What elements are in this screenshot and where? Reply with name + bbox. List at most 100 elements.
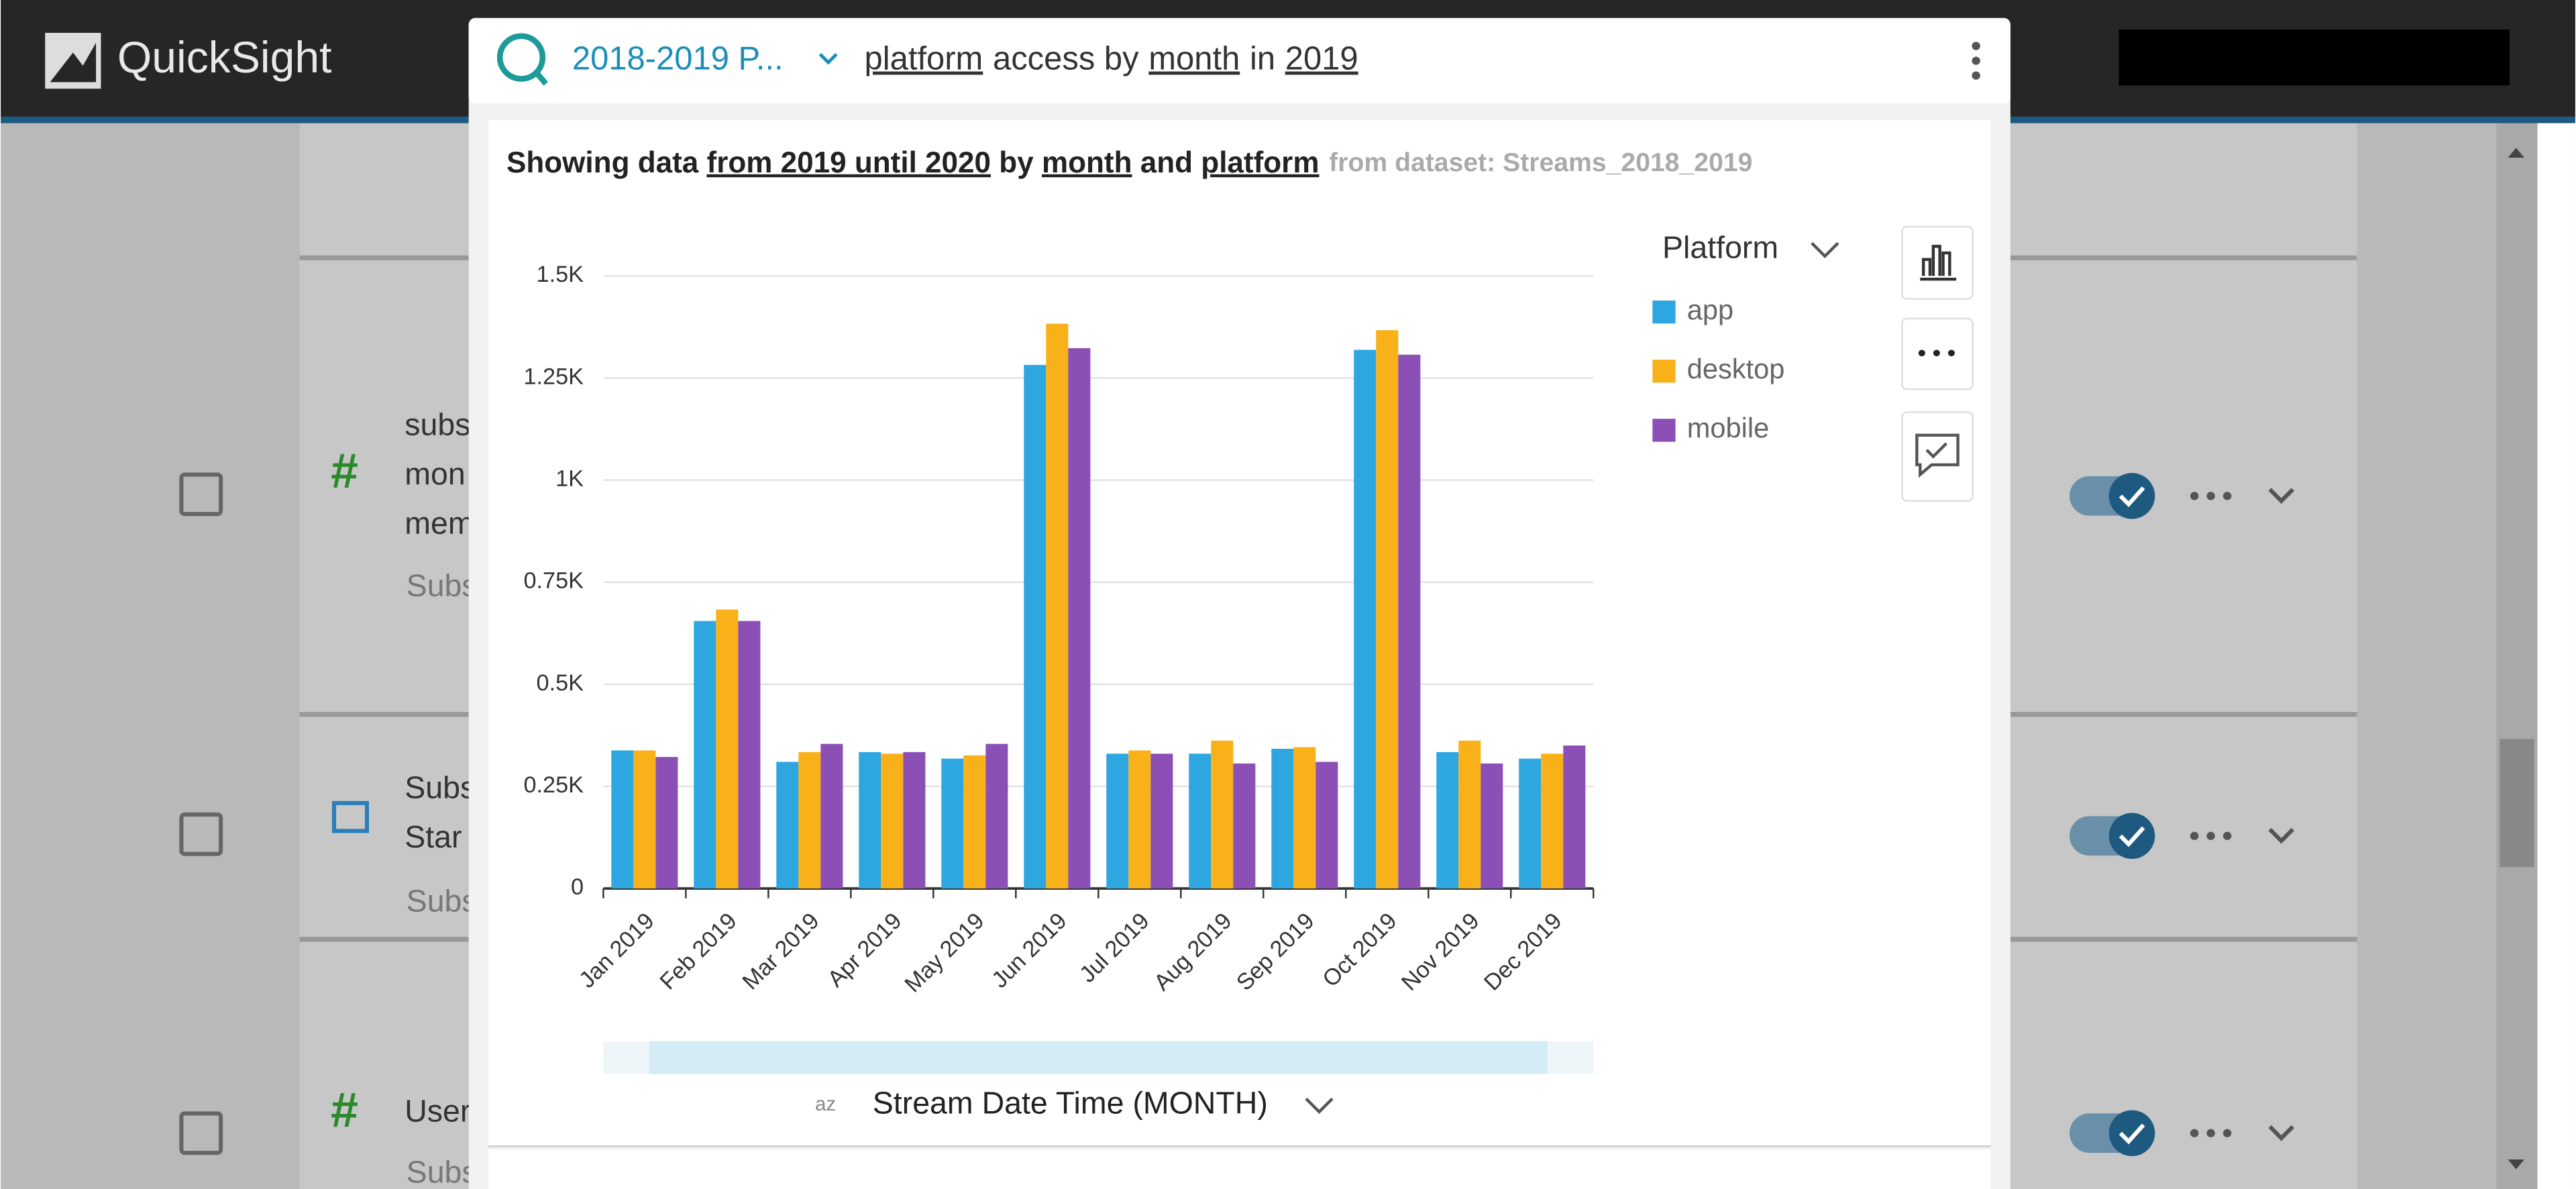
bar [903,752,926,889]
bar [963,755,986,889]
dataset: from dataset: Streams_2018_2019 [1329,148,1752,177]
y-tick-label: 1.25K [524,364,584,389]
row-actions [2070,472,2295,1157]
bar [776,762,799,889]
bar [941,758,964,889]
modal-header [468,17,2010,104]
logo-mark [50,42,97,83]
description-part[interactable]: platform [1201,146,1319,178]
row-subtext: Subs [407,1154,478,1189]
y-tick-label: 1K [555,466,584,492]
number-icon: # [331,1082,358,1137]
row-text: mon [405,456,465,491]
range-window[interactable] [649,1041,1548,1074]
checkbox[interactable] [179,1111,223,1155]
legend-swatch [1652,360,1676,383]
toggle-knob[interactable] [2108,813,2155,860]
number-icon: # [331,444,358,499]
row-text: mem [405,505,474,540]
q-icon-tail [533,70,548,86]
feedback-button[interactable] [1901,411,1974,502]
bar [611,750,634,889]
row-text: User [405,1094,470,1129]
bar [633,750,656,889]
toggle-knob[interactable] [2108,1110,2155,1157]
x-axis-dropdown[interactable] [1305,1097,1334,1115]
checkbox[interactable] [179,472,223,517]
date-icon [331,800,370,833]
question-part: in [1250,40,1275,76]
bar [1106,754,1129,889]
row-subtext: Subs [407,883,478,918]
question-part[interactable]: month [1148,40,1240,76]
bar [1233,763,1256,889]
y-tick-label: 0.25K [524,772,584,798]
check-marks [2118,486,2145,1145]
bar [1563,745,1586,889]
card-footer [488,1149,1991,1189]
analysis-name[interactable]: 2018-2019 P... [572,40,784,76]
bar [694,621,716,889]
bar [1519,758,1542,889]
legend-label[interactable]: mobile [1687,412,1770,444]
description-part: and [1140,146,1193,178]
question: platform access by month in 2019 [865,40,1358,76]
bar [1458,740,1481,889]
bar [859,752,881,889]
question-part: access by [993,40,1139,76]
question-part[interactable]: platform [865,40,983,76]
legend-label[interactable]: desktop [1687,353,1785,384]
visual-tools [1901,225,1974,502]
legend-swatch [1652,419,1676,442]
bar [1354,350,1377,889]
bar [1150,754,1173,889]
checkbox[interactable] [179,812,223,856]
bar [1068,348,1091,889]
analysis-dropdown[interactable] [818,53,838,65]
bar [1046,323,1069,889]
bar [1293,747,1316,889]
bar [881,754,904,889]
row-text: subs [405,407,470,442]
bar [1271,748,1294,889]
row-text: Subs [405,770,476,805]
description-part: Showing data [506,146,699,178]
y-tick-label: 1.5K [537,262,584,287]
feedback-icon [1915,433,1960,478]
expand-buttons[interactable] [2268,488,2295,1141]
bar [738,621,761,889]
row-subtext: Subs [407,568,478,603]
more-buttons[interactable] [2190,492,2232,1137]
description-part[interactable]: month [1042,146,1132,178]
scroll-thumb[interactable] [2500,739,2534,868]
legend-label[interactable]: app [1687,294,1733,325]
legend-dropdown[interactable] [1811,242,1839,258]
y-tick-label: 0.75K [524,568,584,594]
bar [1128,750,1151,889]
description-part[interactable]: from 2019 until 2020 [707,146,991,178]
x-axis-title[interactable]: Stream Date Time (MONTH) [873,1085,1268,1120]
bar [655,757,678,889]
legend-swatch [1652,300,1676,324]
brand: QuickSight [117,33,332,83]
scrollbar[interactable] [2496,123,2538,1189]
bar [1376,330,1399,889]
bar [1398,354,1421,889]
bar [1436,752,1459,889]
visual-type-button[interactable] [1901,225,1974,300]
legend-title[interactable]: Platform [1662,229,1778,264]
bar [820,743,843,889]
redacted [2118,30,2510,86]
question-part[interactable]: 2019 [1285,40,1358,76]
toggle-knob[interactable] [2108,472,2155,519]
sort-icon[interactable]: az [815,1093,836,1115]
description: Showing data from 2019 until 2020 by month a… [506,146,1752,178]
bar-icon [1920,244,1957,281]
description-part: by [999,146,1034,178]
bar [1211,740,1234,889]
bar [1316,762,1338,889]
y-tick-label: 0.5K [537,670,584,696]
y-tick-label: 0 [571,874,584,900]
bar [1024,364,1046,889]
